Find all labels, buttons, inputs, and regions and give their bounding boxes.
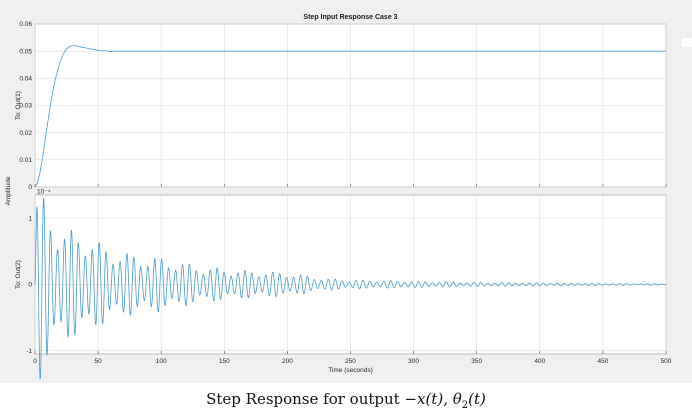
subplot-ylabel: To: Out(1) <box>15 91 22 120</box>
y-tick-label: 0 <box>28 282 32 289</box>
x-tick-label: 300 <box>408 358 419 365</box>
y-tick-label: 0.03 <box>19 103 32 110</box>
x-tick-label: 500 <box>661 358 672 365</box>
window-edge-mark <box>682 38 692 47</box>
x-tick-label: 250 <box>345 358 356 365</box>
caption-expr-x: −x(t), <box>404 390 453 408</box>
x-tick-label: 350 <box>471 358 482 365</box>
y-tick-label: 0.02 <box>19 130 32 137</box>
x-tick-label: 0 <box>33 358 37 365</box>
x-tick-label: 100 <box>156 358 167 365</box>
chart-title: Step Input Response Case 3 <box>303 14 397 21</box>
subplot-ylabel: To: Out(2) <box>15 260 22 289</box>
x-tick-label: 450 <box>597 358 608 365</box>
x-tick-label: 50 <box>94 358 102 365</box>
caption-prefix: Step Response for output <box>206 390 405 408</box>
shared-ylabel: Amplitude <box>5 176 12 205</box>
figure-background: 0 0.01 0.02 0.03 0.04 0.05 0.06 To: Out(1) -1 0 1… <box>0 0 692 383</box>
exponent-label: 10⁻⁴ <box>37 189 51 196</box>
figure-caption: Step Response for output −x(t), θ2(t) <box>0 390 692 411</box>
y-tick-label: 0 <box>28 184 32 191</box>
y-tick-label: 0.04 <box>19 76 32 83</box>
y-tick-label: 0.06 <box>19 21 32 28</box>
x-axis-label: Time (seconds) <box>328 367 373 374</box>
x-tick-label: 150 <box>219 358 230 365</box>
y-tick-label: -1 <box>26 348 32 355</box>
caption-expr-theta: θ <box>452 390 462 408</box>
x-tick-label: 400 <box>534 358 545 365</box>
response-curve <box>34 45 666 188</box>
y-tick-label: 1 <box>28 215 32 222</box>
x-tick-label: 200 <box>282 358 293 365</box>
y-tick-label: 0.05 <box>19 48 32 55</box>
y-tick-label: 0.01 <box>19 157 32 164</box>
response-curve <box>34 198 667 380</box>
caption-subscript: 2 <box>461 400 469 411</box>
caption-expr-t: (t) <box>468 390 486 408</box>
subplot-out1: 0 0.01 0.02 0.03 0.04 0.05 0.06 To: Out(1) <box>15 21 667 191</box>
